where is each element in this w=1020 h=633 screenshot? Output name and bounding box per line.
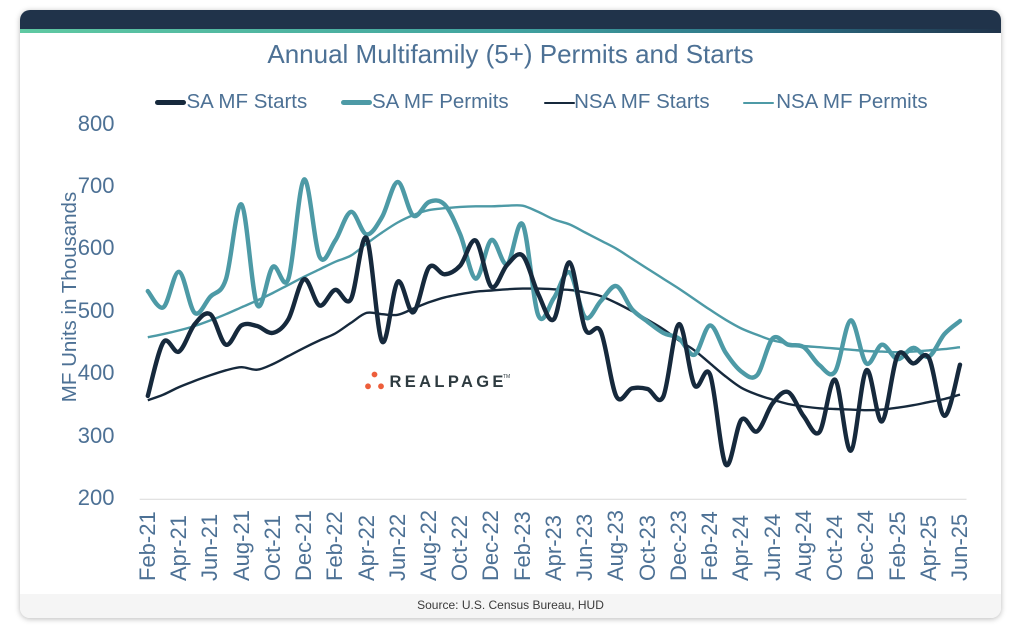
svg-text:TM: TM [503, 374, 510, 380]
svg-text:REALPAGE: REALPAGE [390, 373, 507, 391]
